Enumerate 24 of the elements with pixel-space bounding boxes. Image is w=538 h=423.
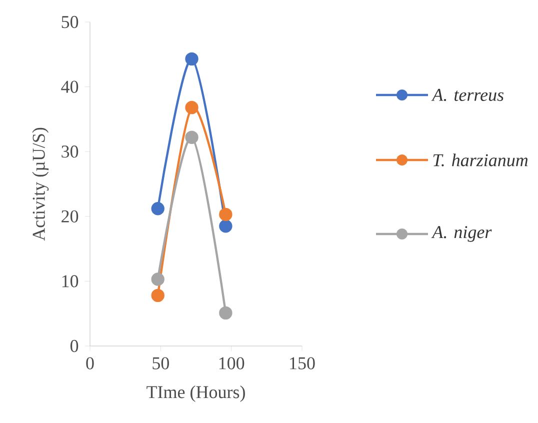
x-tick-label: 150 bbox=[290, 357, 315, 370]
legend-label: A. terreus bbox=[431, 88, 504, 102]
point bbox=[151, 202, 164, 216]
point bbox=[219, 208, 232, 222]
point bbox=[219, 306, 232, 320]
y-tick-label: 10 bbox=[62, 275, 78, 288]
point bbox=[151, 288, 164, 302]
y-tick-label: 20 bbox=[62, 210, 78, 222]
x-axis-title: TIme (Hours) bbox=[146, 386, 245, 402]
point bbox=[185, 100, 198, 114]
y-tick-label: 0 bbox=[70, 340, 78, 352]
x-tick-label: 50 bbox=[152, 357, 169, 370]
x-tick-label: 0 bbox=[86, 357, 94, 370]
y-axis-title: Activity (µU/S) bbox=[32, 128, 49, 241]
y-tick-label: 40 bbox=[61, 80, 78, 93]
legend-label: T. harzianum bbox=[433, 154, 528, 166]
y-tick-label: 30 bbox=[62, 146, 78, 158]
point bbox=[185, 52, 198, 66]
y-tick-label: 50 bbox=[62, 16, 78, 28]
x-tick-label: 100 bbox=[219, 357, 244, 370]
point bbox=[219, 220, 232, 233]
point bbox=[151, 272, 164, 286]
legend-label: A. niger bbox=[431, 226, 492, 242]
point bbox=[185, 130, 198, 144]
